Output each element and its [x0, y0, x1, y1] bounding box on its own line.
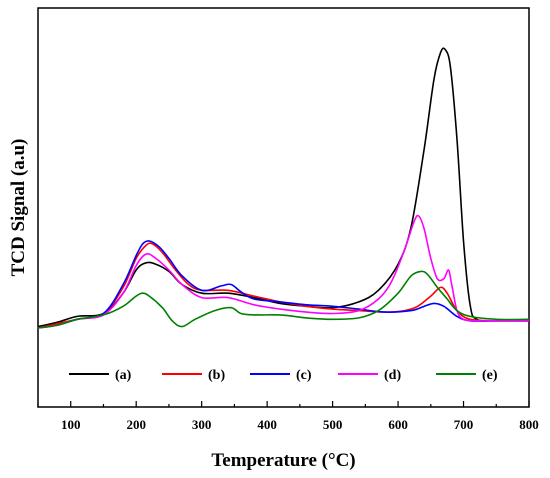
x-axis-title: Temperature (°C): [211, 450, 355, 471]
series-line-e: [37, 270, 530, 329]
x-tick-label: 600: [388, 417, 408, 432]
legend: (a) (b) (c) (d) (e): [69, 368, 498, 383]
series-line-b: [37, 242, 530, 329]
legend-label-d: (d): [384, 368, 401, 383]
tick-layer: 100 200 300 400 500 600 700 800: [37, 401, 539, 432]
x-tick-label: 700: [454, 417, 474, 432]
series-line-d: [37, 214, 529, 329]
y-axis-title: TCD Signal (a.u): [8, 139, 29, 277]
x-tick-label: 200: [126, 417, 146, 432]
x-tick-label: 400: [257, 417, 277, 432]
legend-label-a: (a): [115, 368, 132, 383]
series-line-c: [37, 240, 529, 329]
legend-label-b: (b): [208, 368, 225, 383]
series-line-a: [37, 47, 530, 328]
legend-label-c: (c): [296, 368, 312, 383]
series-layer: [37, 47, 530, 329]
x-tick-label: 300: [192, 417, 212, 432]
legend-label-e: (e): [482, 368, 498, 383]
x-tick-label: 800: [519, 417, 539, 432]
x-tick-label: 100: [61, 417, 81, 432]
x-tick-label: 500: [323, 417, 343, 432]
plot-frame: [37, 7, 530, 408]
